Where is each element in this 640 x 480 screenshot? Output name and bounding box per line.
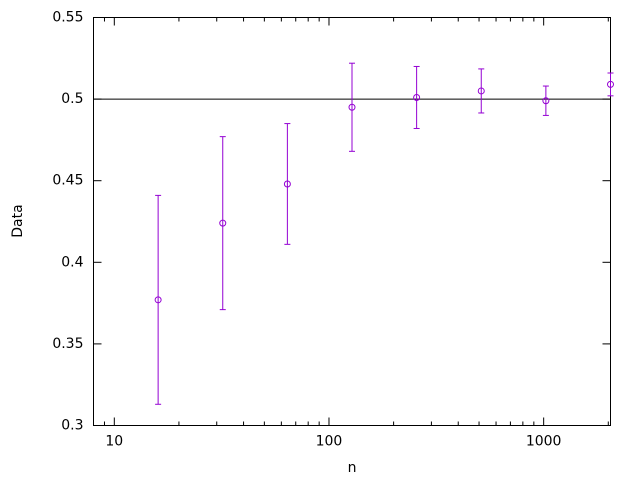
- data-point: [413, 93, 421, 101]
- y-tick-label: 0.35: [52, 336, 83, 352]
- x-tick-label: 10: [105, 434, 123, 450]
- data-point: [348, 103, 356, 111]
- y-tick-label: 0.4: [61, 254, 83, 270]
- plot-frame: [93, 17, 611, 426]
- y-tick-label: 0.55: [52, 10, 83, 26]
- data-point: [477, 87, 485, 95]
- y-tick-label: 0.5: [61, 91, 83, 107]
- data-point: [283, 180, 291, 188]
- error-bar: [542, 85, 549, 116]
- data-point: [542, 97, 550, 105]
- x-tick-label: 1000: [526, 434, 562, 450]
- error-bar: [607, 72, 614, 97]
- y-tick-label: 0.3: [61, 418, 83, 434]
- x-axis-label: n: [348, 460, 357, 476]
- error-bar: [284, 123, 291, 245]
- data-point: [607, 80, 614, 88]
- x-tick-label: 100: [316, 434, 343, 450]
- data-point: [154, 296, 162, 304]
- y-tick-label: 0.45: [52, 173, 83, 189]
- y-axis-label: Data: [10, 204, 26, 237]
- error-bar: [349, 62, 355, 152]
- data-point: [219, 219, 227, 227]
- error-bar: [155, 194, 162, 405]
- error-bar: [413, 65, 420, 129]
- error-bar: [478, 68, 485, 114]
- error-bar: [219, 136, 226, 311]
